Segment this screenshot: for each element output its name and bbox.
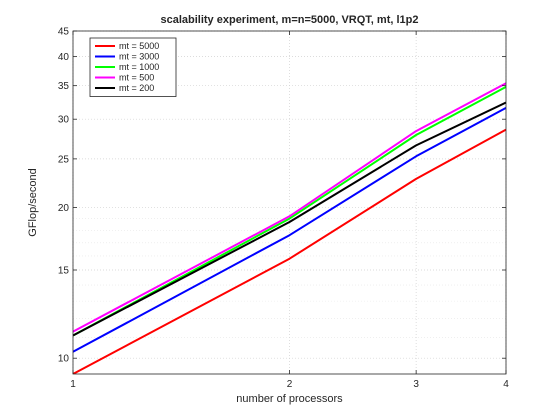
- x-tick-label: 1: [70, 379, 76, 390]
- y-tick-label: 35: [58, 81, 70, 92]
- y-tick-label: 30: [58, 115, 70, 126]
- axis-ticks: 10 15 20 25 30 35 40 45 1 2 3 4: [58, 27, 509, 391]
- x-axis-label: number of processors: [236, 393, 343, 405]
- y-tick-label: 20: [58, 203, 70, 214]
- y-tick-label: 25: [58, 154, 70, 165]
- series-line-1: [73, 128, 506, 374]
- y-tick-label: 40: [58, 52, 70, 63]
- legend-entry-label: mt = 3000: [119, 52, 159, 62]
- y-tick-label: 45: [58, 27, 70, 38]
- x-tick-label: 3: [413, 379, 419, 390]
- series-line-2: [73, 107, 506, 353]
- chart-title: scalability experiment, m=n=5000, VRQT, …: [160, 14, 418, 26]
- series-line-4: [73, 82, 506, 333]
- x-tick-label: 2: [287, 379, 293, 390]
- y-tick-label: 10: [58, 354, 70, 365]
- legend-entry-label: mt = 5000: [119, 41, 159, 51]
- legend-entry-label: mt = 1000: [119, 62, 159, 72]
- x-tick-label: 4: [503, 379, 509, 390]
- y-axis-label: GFlop/second: [27, 168, 39, 236]
- series-line-5: [73, 101, 506, 337]
- legend-entry-label: mt = 200: [119, 83, 154, 93]
- series-lines: [73, 82, 506, 374]
- y-tick-label: 15: [58, 266, 70, 277]
- series-line-3: [73, 86, 506, 337]
- legend-entry-label: mt = 500: [119, 73, 154, 83]
